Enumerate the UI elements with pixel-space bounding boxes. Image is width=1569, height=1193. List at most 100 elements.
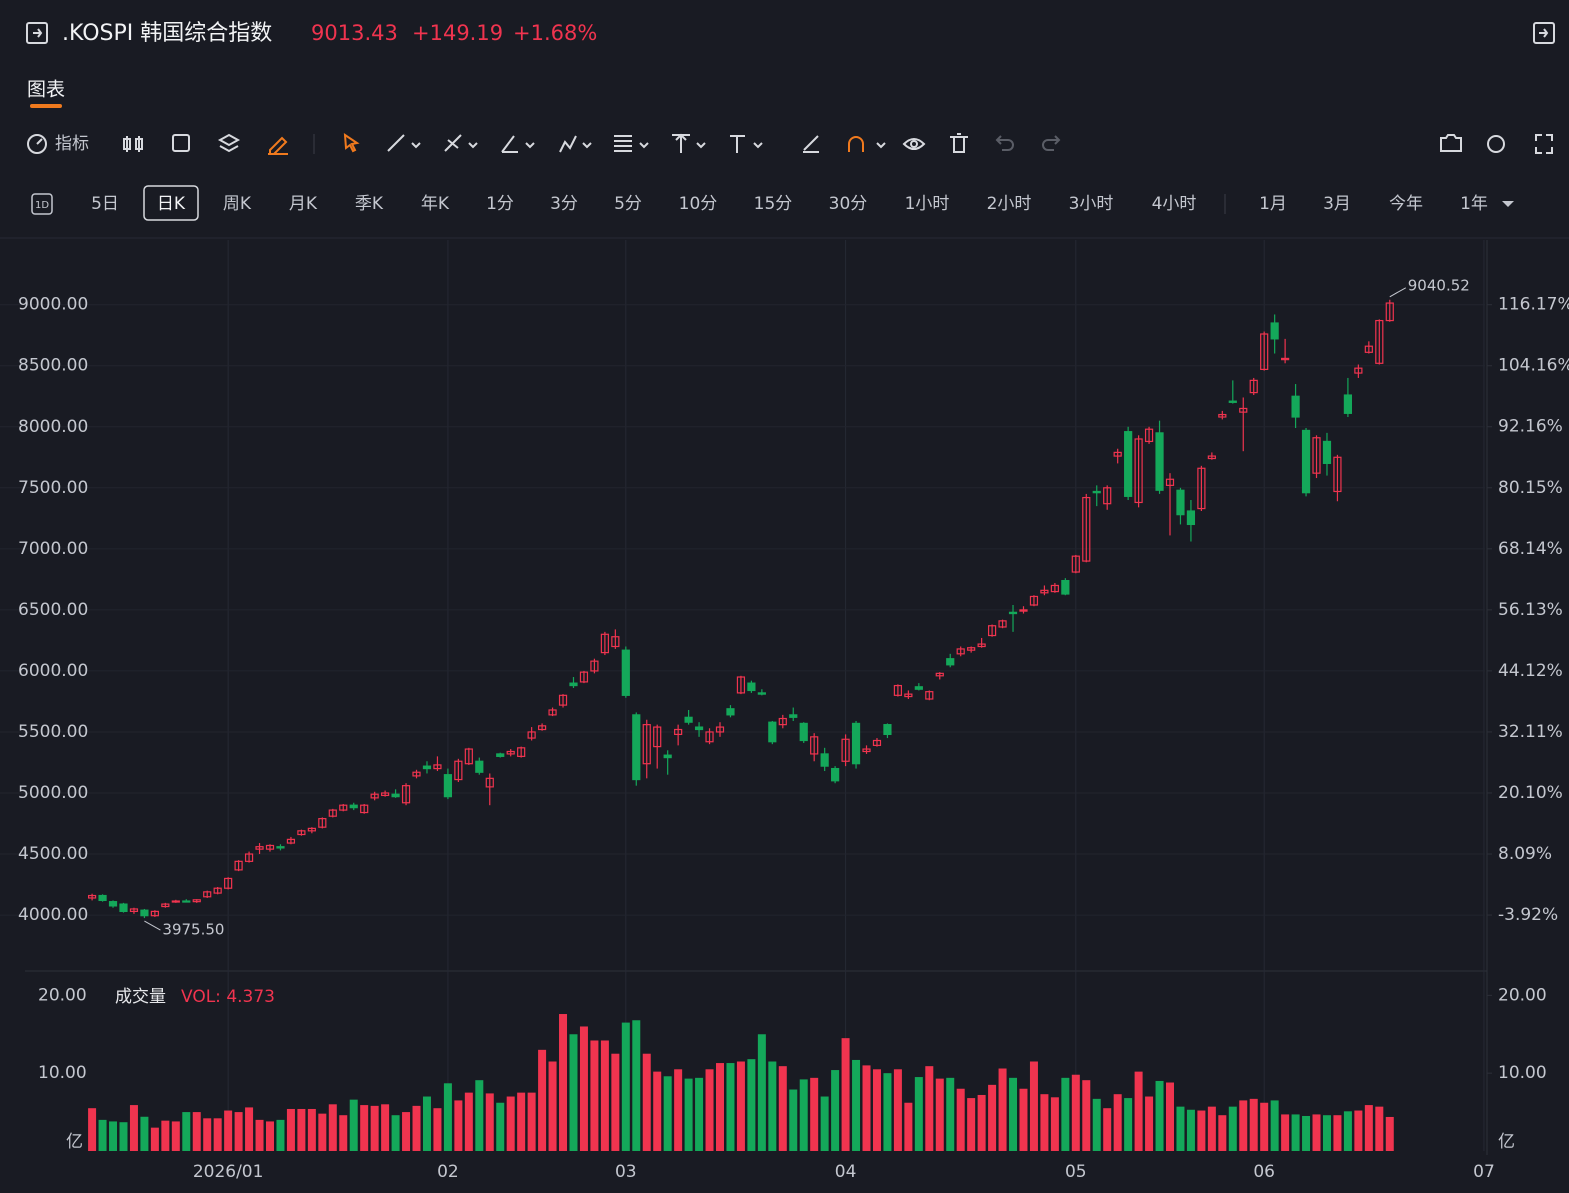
period-tab[interactable]: 1月	[1259, 194, 1287, 214]
candle-body	[778, 717, 787, 726]
x-tick-label: 05	[1065, 1162, 1087, 1182]
measure-icon[interactable]	[672, 133, 706, 153]
period-tab[interactable]: 今年	[1389, 194, 1423, 214]
volume-bar	[443, 1083, 452, 1151]
y2-tick-label: 116.17%	[1498, 295, 1569, 315]
period-tab[interactable]: 30分	[829, 194, 868, 214]
candle-body	[1333, 456, 1342, 493]
volume-bar	[862, 1065, 871, 1151]
candle-body	[1260, 333, 1269, 370]
indicator-button[interactable]	[27, 134, 47, 154]
channel-icon[interactable]	[444, 134, 478, 152]
shape-icon[interactable]	[172, 134, 190, 152]
volume-bar	[171, 1121, 180, 1151]
volume-bar	[1124, 1098, 1133, 1151]
candle-body	[1301, 429, 1311, 494]
y-tick-label: 9000.00	[18, 295, 88, 315]
period-tab[interactable]: 日K	[157, 194, 186, 214]
volume-bar	[1082, 1080, 1091, 1151]
y-tick-label: 4500.00	[18, 844, 88, 864]
period-tab[interactable]: 1小时	[905, 194, 950, 214]
period-tab[interactable]: 10分	[679, 194, 718, 214]
candle-body	[401, 785, 411, 804]
brush-icon[interactable]	[803, 135, 819, 153]
back-button[interactable]	[26, 22, 48, 44]
candle-body	[548, 709, 557, 716]
volume-bar	[349, 1099, 358, 1151]
period-tab[interactable]: 季K	[355, 194, 384, 214]
redo-icon[interactable]	[1042, 135, 1061, 151]
layer-icon[interactable]	[217, 133, 241, 153]
candle-body	[328, 809, 337, 817]
volume-bar	[402, 1112, 411, 1151]
period-tab[interactable]: 2小时	[987, 194, 1032, 214]
magnet-icon[interactable]	[848, 136, 864, 152]
eye-icon[interactable]	[902, 138, 926, 150]
volume-bar	[810, 1077, 819, 1151]
candle-body	[1124, 431, 1133, 497]
fullscreen-icon[interactable]	[1535, 134, 1553, 154]
period-tab[interactable]: 1年	[1460, 194, 1488, 214]
dropdown[interactable]	[1502, 201, 1514, 207]
draw-icon[interactable]	[268, 136, 288, 155]
price: 9013.43	[311, 21, 398, 45]
candle-body	[569, 682, 578, 687]
pattern-icon[interactable]	[559, 135, 592, 153]
undo-icon[interactable]	[995, 135, 1014, 151]
period-tab[interactable]: 15分	[754, 194, 793, 214]
period-tab[interactable]: 月K	[289, 194, 318, 214]
cursor-icon[interactable]	[343, 133, 360, 153]
period-tab[interactable]: 4小时	[1152, 194, 1197, 214]
candle-body	[496, 753, 505, 757]
period-tab[interactable]: 5分	[614, 194, 642, 214]
candle-body	[1029, 595, 1039, 606]
volume-bar	[1281, 1114, 1290, 1151]
volume-bar	[307, 1108, 316, 1151]
expand-button[interactable]	[1533, 22, 1555, 44]
volume-bar	[119, 1122, 128, 1151]
candle-body	[1186, 510, 1196, 526]
settings-icon[interactable]	[1487, 135, 1505, 153]
volume-bar	[977, 1094, 986, 1151]
candle-body	[914, 686, 923, 690]
candle-body	[213, 887, 222, 894]
period-tab[interactable]: 1分	[486, 194, 514, 214]
candle-body	[1375, 319, 1384, 364]
candle-icon[interactable]	[123, 136, 143, 152]
period-tab[interactable]: 年K	[421, 194, 450, 214]
candle-body	[443, 774, 453, 798]
candle-body	[98, 894, 107, 902]
candle-body	[768, 721, 777, 743]
period-tab[interactable]: 3小时	[1069, 194, 1114, 214]
period-tab[interactable]: 周K	[223, 194, 252, 214]
min-pointer	[144, 920, 161, 931]
text-icon[interactable]	[730, 135, 763, 153]
period-tab[interactable]: 3分	[550, 194, 578, 214]
volume-bar	[1218, 1115, 1227, 1151]
indicator-label[interactable]: 指标	[55, 134, 89, 154]
candle-body	[632, 714, 641, 781]
candle-body	[307, 827, 316, 832]
volume-bar	[213, 1118, 222, 1151]
max-label: 9040.52	[1408, 276, 1470, 294]
volume-bar	[360, 1105, 369, 1151]
candle-body	[391, 793, 400, 798]
trash-icon[interactable]	[950, 133, 968, 153]
period-icon[interactable]	[31, 193, 53, 215]
fib-icon[interactable]	[614, 135, 649, 152]
tab[interactable]: 图表	[27, 79, 65, 101]
period-tab[interactable]: 5日	[91, 194, 119, 214]
line-icon[interactable]	[387, 134, 421, 152]
max-pointer	[1389, 287, 1407, 298]
y-tick-label: 5000.00	[18, 783, 88, 803]
camera-icon[interactable]	[1440, 134, 1462, 152]
volume-bar	[161, 1120, 170, 1151]
period-tab[interactable]: 3月	[1323, 194, 1351, 214]
angle-icon[interactable]	[501, 135, 535, 153]
volume-bar	[663, 1076, 672, 1151]
candle-body	[87, 894, 97, 899]
volume-bar	[88, 1108, 97, 1151]
volume-bar	[1197, 1110, 1206, 1151]
volume-bar	[935, 1078, 944, 1151]
